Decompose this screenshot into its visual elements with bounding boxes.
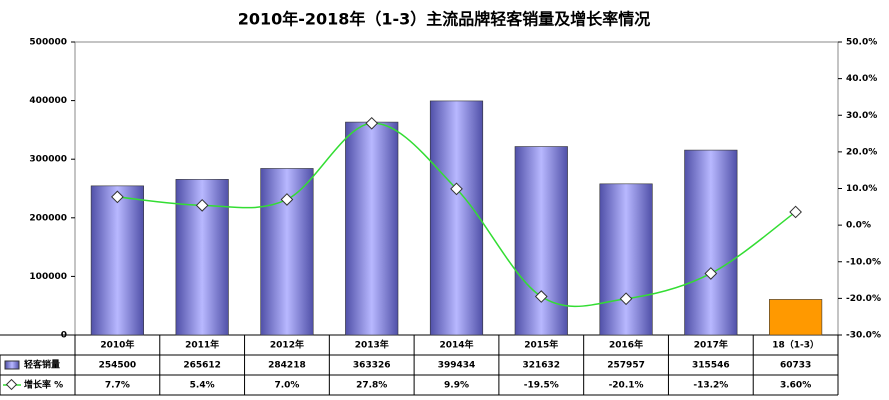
bar <box>345 121 399 336</box>
legend-label: 轻客销量 <box>24 359 60 371</box>
y-tick-label: 200000 <box>29 213 67 223</box>
marker <box>789 205 802 219</box>
legend-swatch <box>4 360 20 370</box>
x-tick-label: 2011年 <box>185 339 219 351</box>
y2-tick-label: -30.0% <box>846 331 881 341</box>
x-tick-label: 2017年 <box>694 339 728 351</box>
y-tick-label: 100000 <box>29 272 67 282</box>
table-value: 27.8% <box>356 381 387 391</box>
bar <box>769 299 823 336</box>
marker <box>534 290 548 303</box>
x-tick-label: 2015年 <box>524 339 558 351</box>
marker <box>111 190 124 204</box>
table-value: 5.4% <box>190 381 215 391</box>
table-value: 315546 <box>692 361 730 371</box>
table-value: -20.1% <box>609 381 644 391</box>
table-value: 7.0% <box>274 381 299 391</box>
marker <box>195 198 209 212</box>
chart-title: 2010年-2018年（1-3）主流品牌轻客销量及增长率情况 <box>238 10 651 29</box>
table-value: 257957 <box>607 361 645 371</box>
table-value: 284218 <box>268 361 306 371</box>
bar <box>514 146 568 336</box>
marker <box>365 116 379 130</box>
table-value: 265612 <box>183 361 221 371</box>
legend-label: 增长率 % <box>24 379 63 391</box>
y2-tick-label: 50.0% <box>846 38 877 48</box>
table-value: 60733 <box>780 361 811 371</box>
bar <box>599 183 653 336</box>
y-tick-label: 500000 <box>29 38 67 48</box>
x-tick-label: 2014年 <box>439 339 473 351</box>
table-value: 7.7% <box>105 381 130 391</box>
x-tick-label: 2012年 <box>270 339 304 351</box>
y2-tick-label: 40.0% <box>846 74 877 84</box>
x-tick-label: 2010年 <box>100 339 134 351</box>
y2-tick-label: 0.0% <box>846 221 871 231</box>
table-value: -19.5% <box>524 381 559 391</box>
table-value: 321632 <box>522 361 560 371</box>
y-tick-label: 400000 <box>29 96 67 106</box>
y2-tick-label: 20.0% <box>846 147 877 157</box>
marker <box>280 193 294 206</box>
marker <box>619 292 633 306</box>
marker <box>450 182 463 196</box>
y2-tick-label: 10.0% <box>846 184 877 194</box>
table-value: 9.9% <box>444 381 469 391</box>
table-value: 254500 <box>99 361 137 371</box>
legend-marker <box>5 378 18 391</box>
x-tick-label: 2016年 <box>609 339 643 351</box>
bar <box>429 100 484 336</box>
y2-tick-label: -10.0% <box>846 257 881 267</box>
x-tick-label: 18（1-3） <box>772 340 819 351</box>
y-tick-label: 300000 <box>29 155 67 165</box>
marker <box>704 267 718 280</box>
table-value: 363326 <box>353 361 391 371</box>
y2-tick-label: -20.0% <box>846 294 881 304</box>
table-value: 3.60% <box>780 381 811 391</box>
y2-tick-label: 30.0% <box>846 111 877 121</box>
table-value: -13.2% <box>693 381 728 391</box>
bar <box>90 185 144 336</box>
table-value: 399434 <box>438 361 476 371</box>
bar <box>684 149 738 336</box>
x-tick-label: 2013年 <box>355 339 389 351</box>
